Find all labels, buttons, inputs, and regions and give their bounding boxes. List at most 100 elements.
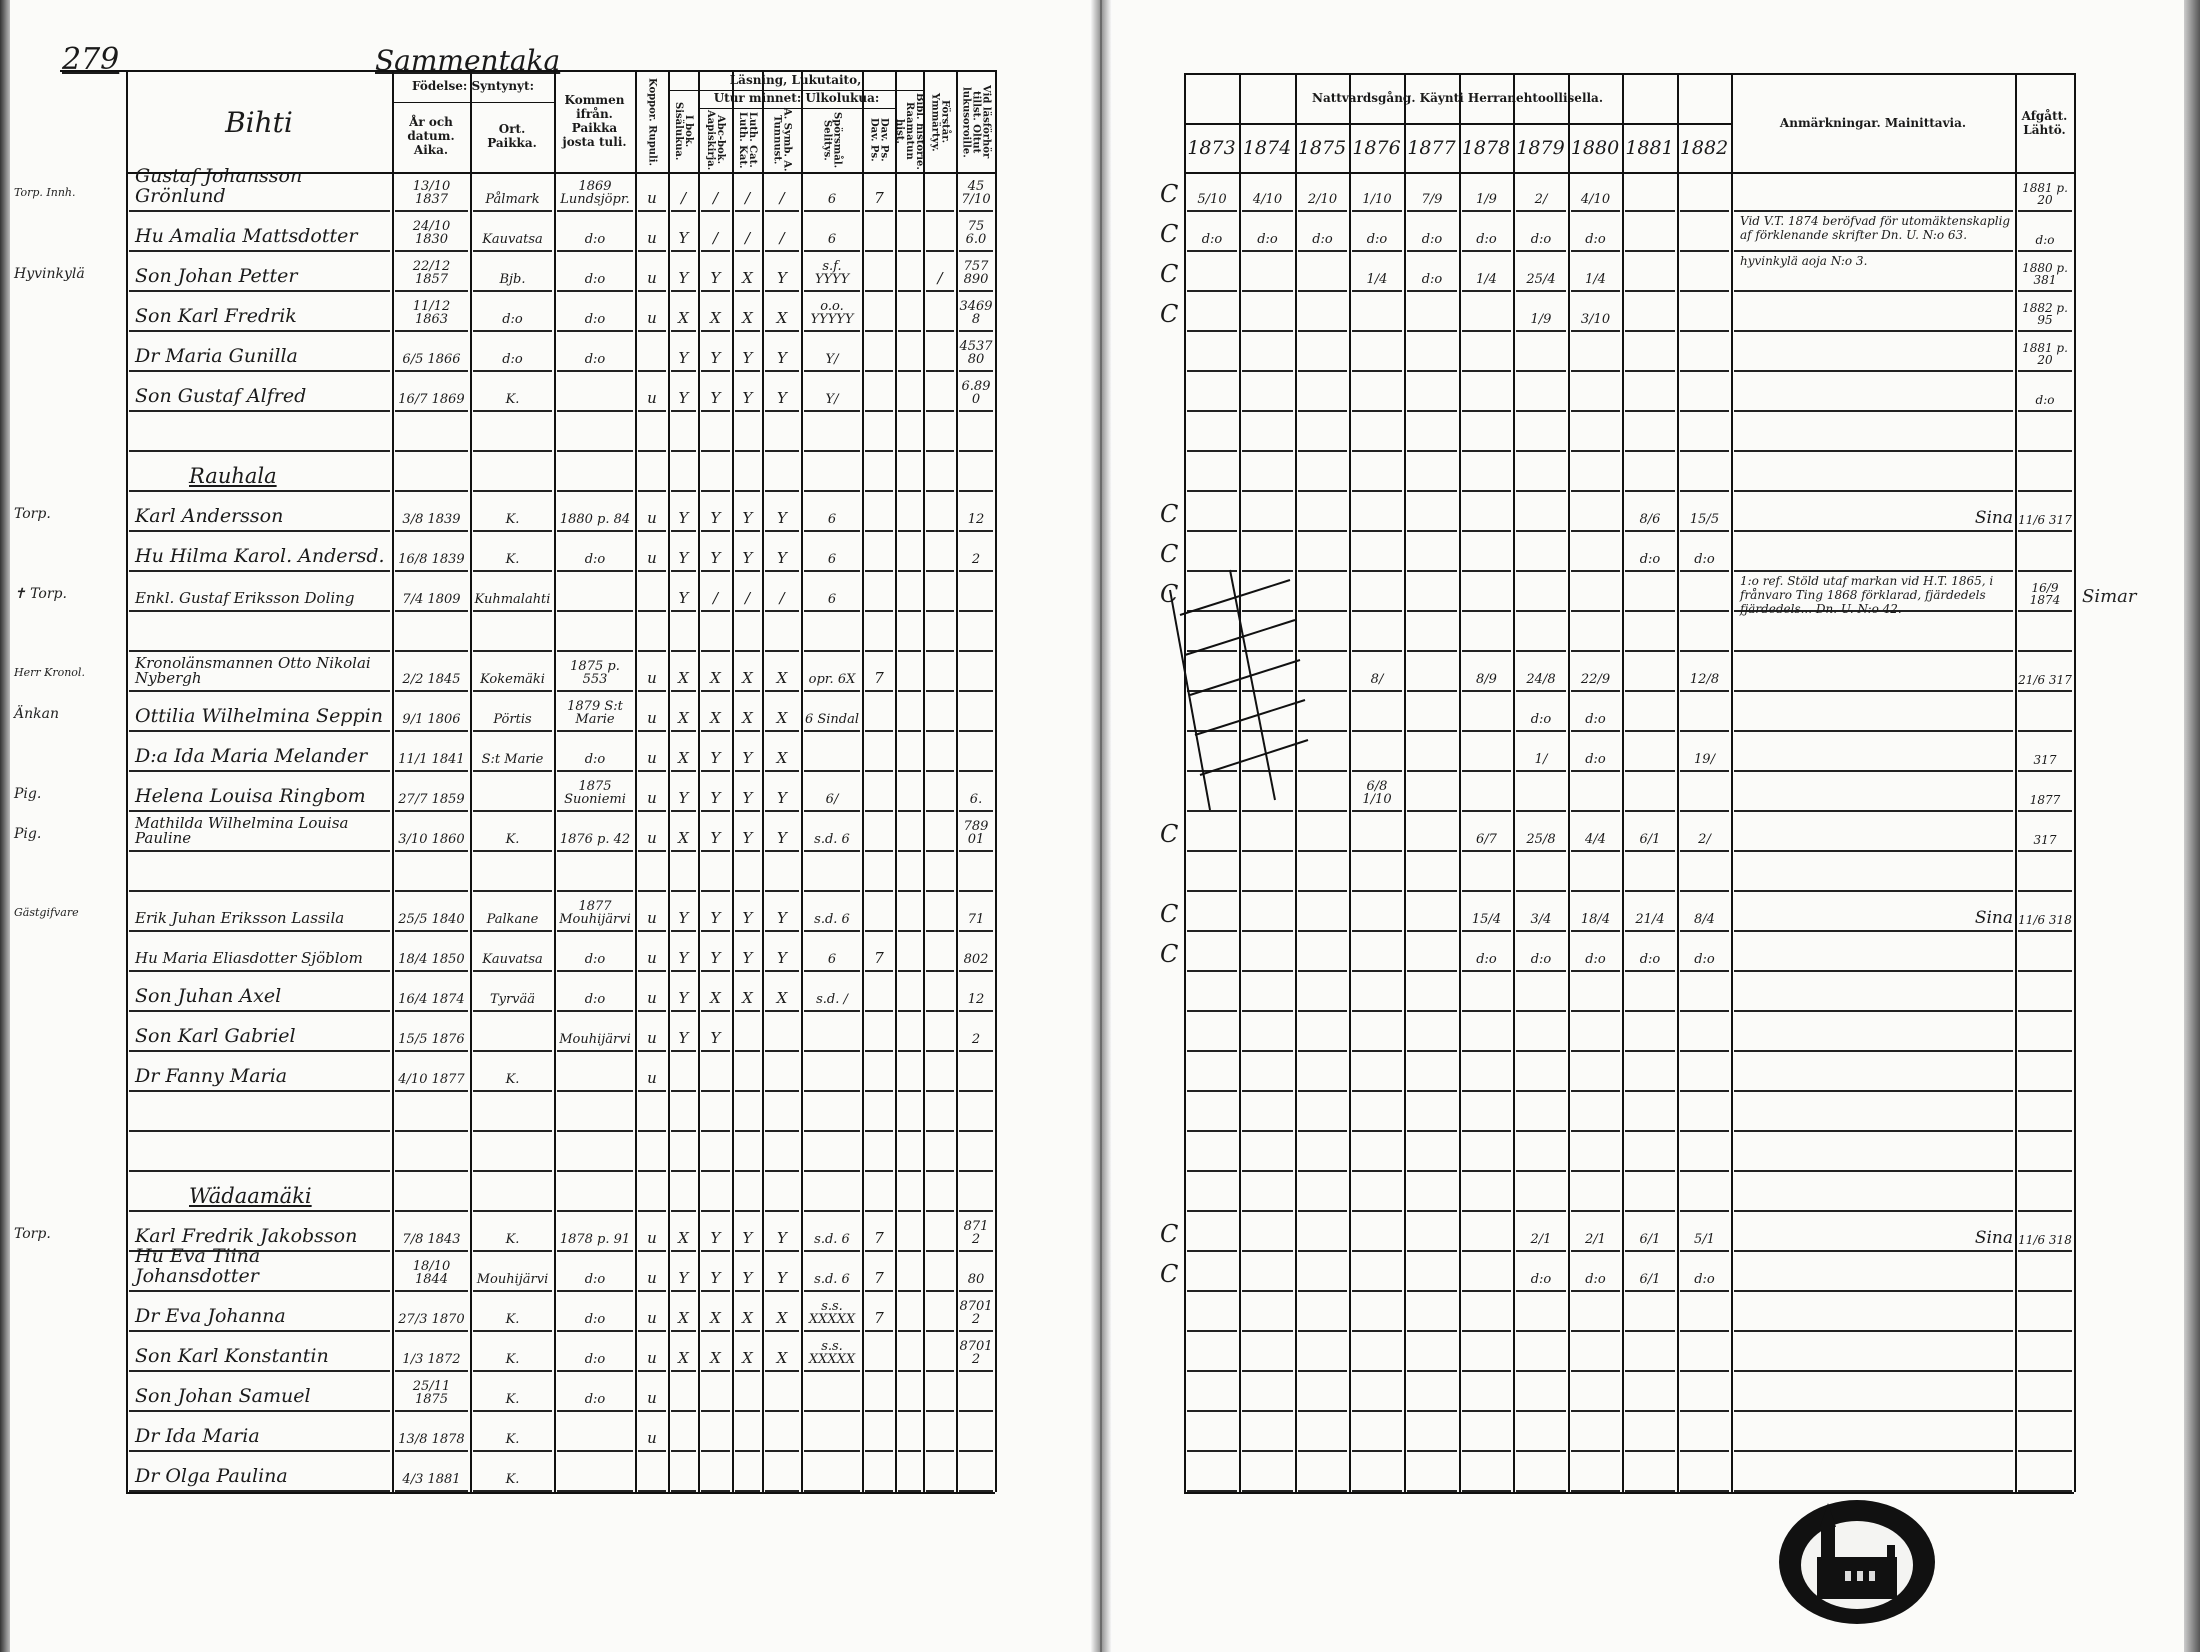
questions-cell	[804, 732, 860, 772]
communion-year-cell: 19/	[1680, 732, 1729, 772]
year-header: 1873	[1187, 136, 1236, 159]
understands-cell	[926, 412, 954, 452]
birth-place-cell	[473, 612, 552, 652]
communion-year-cell	[1516, 772, 1566, 812]
communion-year-cell: 18/4	[1571, 892, 1620, 932]
psalms-cell	[865, 852, 893, 892]
departed-cell: 1880 p. 381	[2018, 252, 2072, 292]
catechism-cell: Y	[735, 1252, 760, 1292]
questions-cell	[804, 1172, 860, 1212]
came-from-cell: 1876 p. 42	[557, 812, 633, 852]
birth-place-cell: K.	[473, 372, 552, 412]
communion-year-cell	[1187, 412, 1237, 452]
smallpox-cell: u	[638, 1012, 666, 1052]
scan-edge-right	[2184, 0, 2200, 1652]
bible-history-cell	[898, 1132, 921, 1172]
birth-place-cell: Pålmark	[473, 172, 552, 212]
came-from-cell: d:o	[557, 1252, 633, 1292]
came-from-cell: d:o	[557, 1372, 633, 1412]
smallpox-cell: u	[638, 972, 666, 1012]
symbol-cell: /	[765, 172, 799, 212]
admitted-cell: 789 01	[959, 812, 993, 852]
admitted-cell	[959, 692, 993, 732]
communion-year-cell	[1625, 852, 1675, 892]
departed-cell	[2018, 1332, 2072, 1372]
communion-year-cell	[1242, 1172, 1293, 1212]
questions-cell	[804, 852, 860, 892]
communion-year-cell	[1571, 412, 1620, 452]
catechism-cell: X	[735, 1292, 760, 1332]
communion-year-cell	[1242, 772, 1293, 812]
bible-history-cell	[898, 1052, 921, 1092]
communion-year-cell	[1242, 852, 1293, 892]
departed-cell	[2018, 932, 2072, 972]
communion-year-cell: d:o	[1571, 932, 1620, 972]
birth-place-cell: K.	[473, 1052, 552, 1092]
communion-year-cell	[1187, 372, 1237, 412]
name-cell: Hu Eva Tiina Johansdotter	[129, 1246, 390, 1292]
communion-mark: C	[1160, 580, 1179, 608]
symbol-cell	[765, 412, 799, 452]
came-from-cell: d:o	[557, 732, 633, 772]
communion-year-cell	[1298, 852, 1347, 892]
understands-cell	[926, 772, 954, 812]
came-from-cell: 1875 Suoniemi	[557, 772, 633, 812]
birth-place-cell: Kauvatsa	[473, 932, 552, 972]
smallpox-cell	[638, 612, 666, 652]
communion-year-cell	[1625, 332, 1675, 372]
column-rule	[1404, 73, 1406, 1492]
communion-year-cell	[1298, 1132, 1347, 1172]
abc-cell: Y	[701, 772, 730, 812]
communion-year-cell	[1680, 1052, 1729, 1092]
birth-place-cell	[473, 1132, 552, 1172]
communion-year-cell	[1187, 812, 1237, 852]
communion-year-cell	[1407, 1012, 1457, 1052]
communion-year-cell	[1462, 372, 1511, 412]
name-cell: Son Karl Konstantin	[129, 1332, 390, 1372]
abc-cell: X	[701, 652, 730, 692]
bible-history-cell	[898, 1292, 921, 1332]
communion-year-cell	[1516, 492, 1566, 532]
communion-year-cell	[1625, 1372, 1675, 1412]
communion-year-cell	[1407, 1452, 1457, 1492]
smallpox-cell	[638, 332, 666, 372]
psalms-cell	[865, 892, 893, 932]
psalms-cell: 7	[865, 652, 893, 692]
communion-year-cell	[1352, 972, 1402, 1012]
questions-cell	[804, 1412, 860, 1452]
psalms-cell	[865, 812, 893, 852]
communion-year-cell	[1352, 1092, 1402, 1132]
psalms-cell	[865, 1332, 893, 1372]
margin-note: Pig.	[14, 786, 42, 802]
communion-year-cell: 8/4	[1680, 892, 1729, 932]
communion-year-cell	[1242, 532, 1293, 572]
communion-year-cell	[1242, 492, 1293, 532]
questions-cell: o.o. YYYYY	[804, 292, 860, 332]
year-header: 1874	[1242, 136, 1292, 159]
bible-history-cell	[898, 732, 921, 772]
abc-cell	[701, 1412, 730, 1452]
communion-year-cell	[1242, 892, 1293, 932]
scan-edge-left	[0, 0, 10, 1652]
communion-year-cell: 1/4	[1462, 252, 1511, 292]
book-reading-cell	[671, 852, 696, 892]
catechism-cell: /	[735, 172, 760, 212]
column-rule	[1731, 73, 1733, 1492]
communion-year-cell: 15/4	[1462, 892, 1511, 932]
understands-cell: /	[926, 252, 954, 292]
catechism-cell	[735, 1012, 760, 1052]
bible-history-cell	[898, 292, 921, 332]
understands-cell	[926, 692, 954, 732]
smallpox-cell: u	[638, 1332, 666, 1372]
questions-cell: s.f. YYYY	[804, 252, 860, 292]
communion-year-cell	[1571, 1372, 1620, 1412]
communion-year-cell	[1680, 1372, 1729, 1412]
catechism-cell: X	[735, 652, 760, 692]
communion-year-cell	[1242, 692, 1293, 732]
birth-place-cell: K.	[473, 1372, 552, 1412]
communion-year-cell	[1407, 972, 1457, 1012]
departed-cell	[2018, 1372, 2072, 1412]
remarks-row-rule	[1734, 890, 2013, 892]
psalms-cell	[865, 1052, 893, 1092]
book-reading-cell: X	[671, 732, 696, 772]
